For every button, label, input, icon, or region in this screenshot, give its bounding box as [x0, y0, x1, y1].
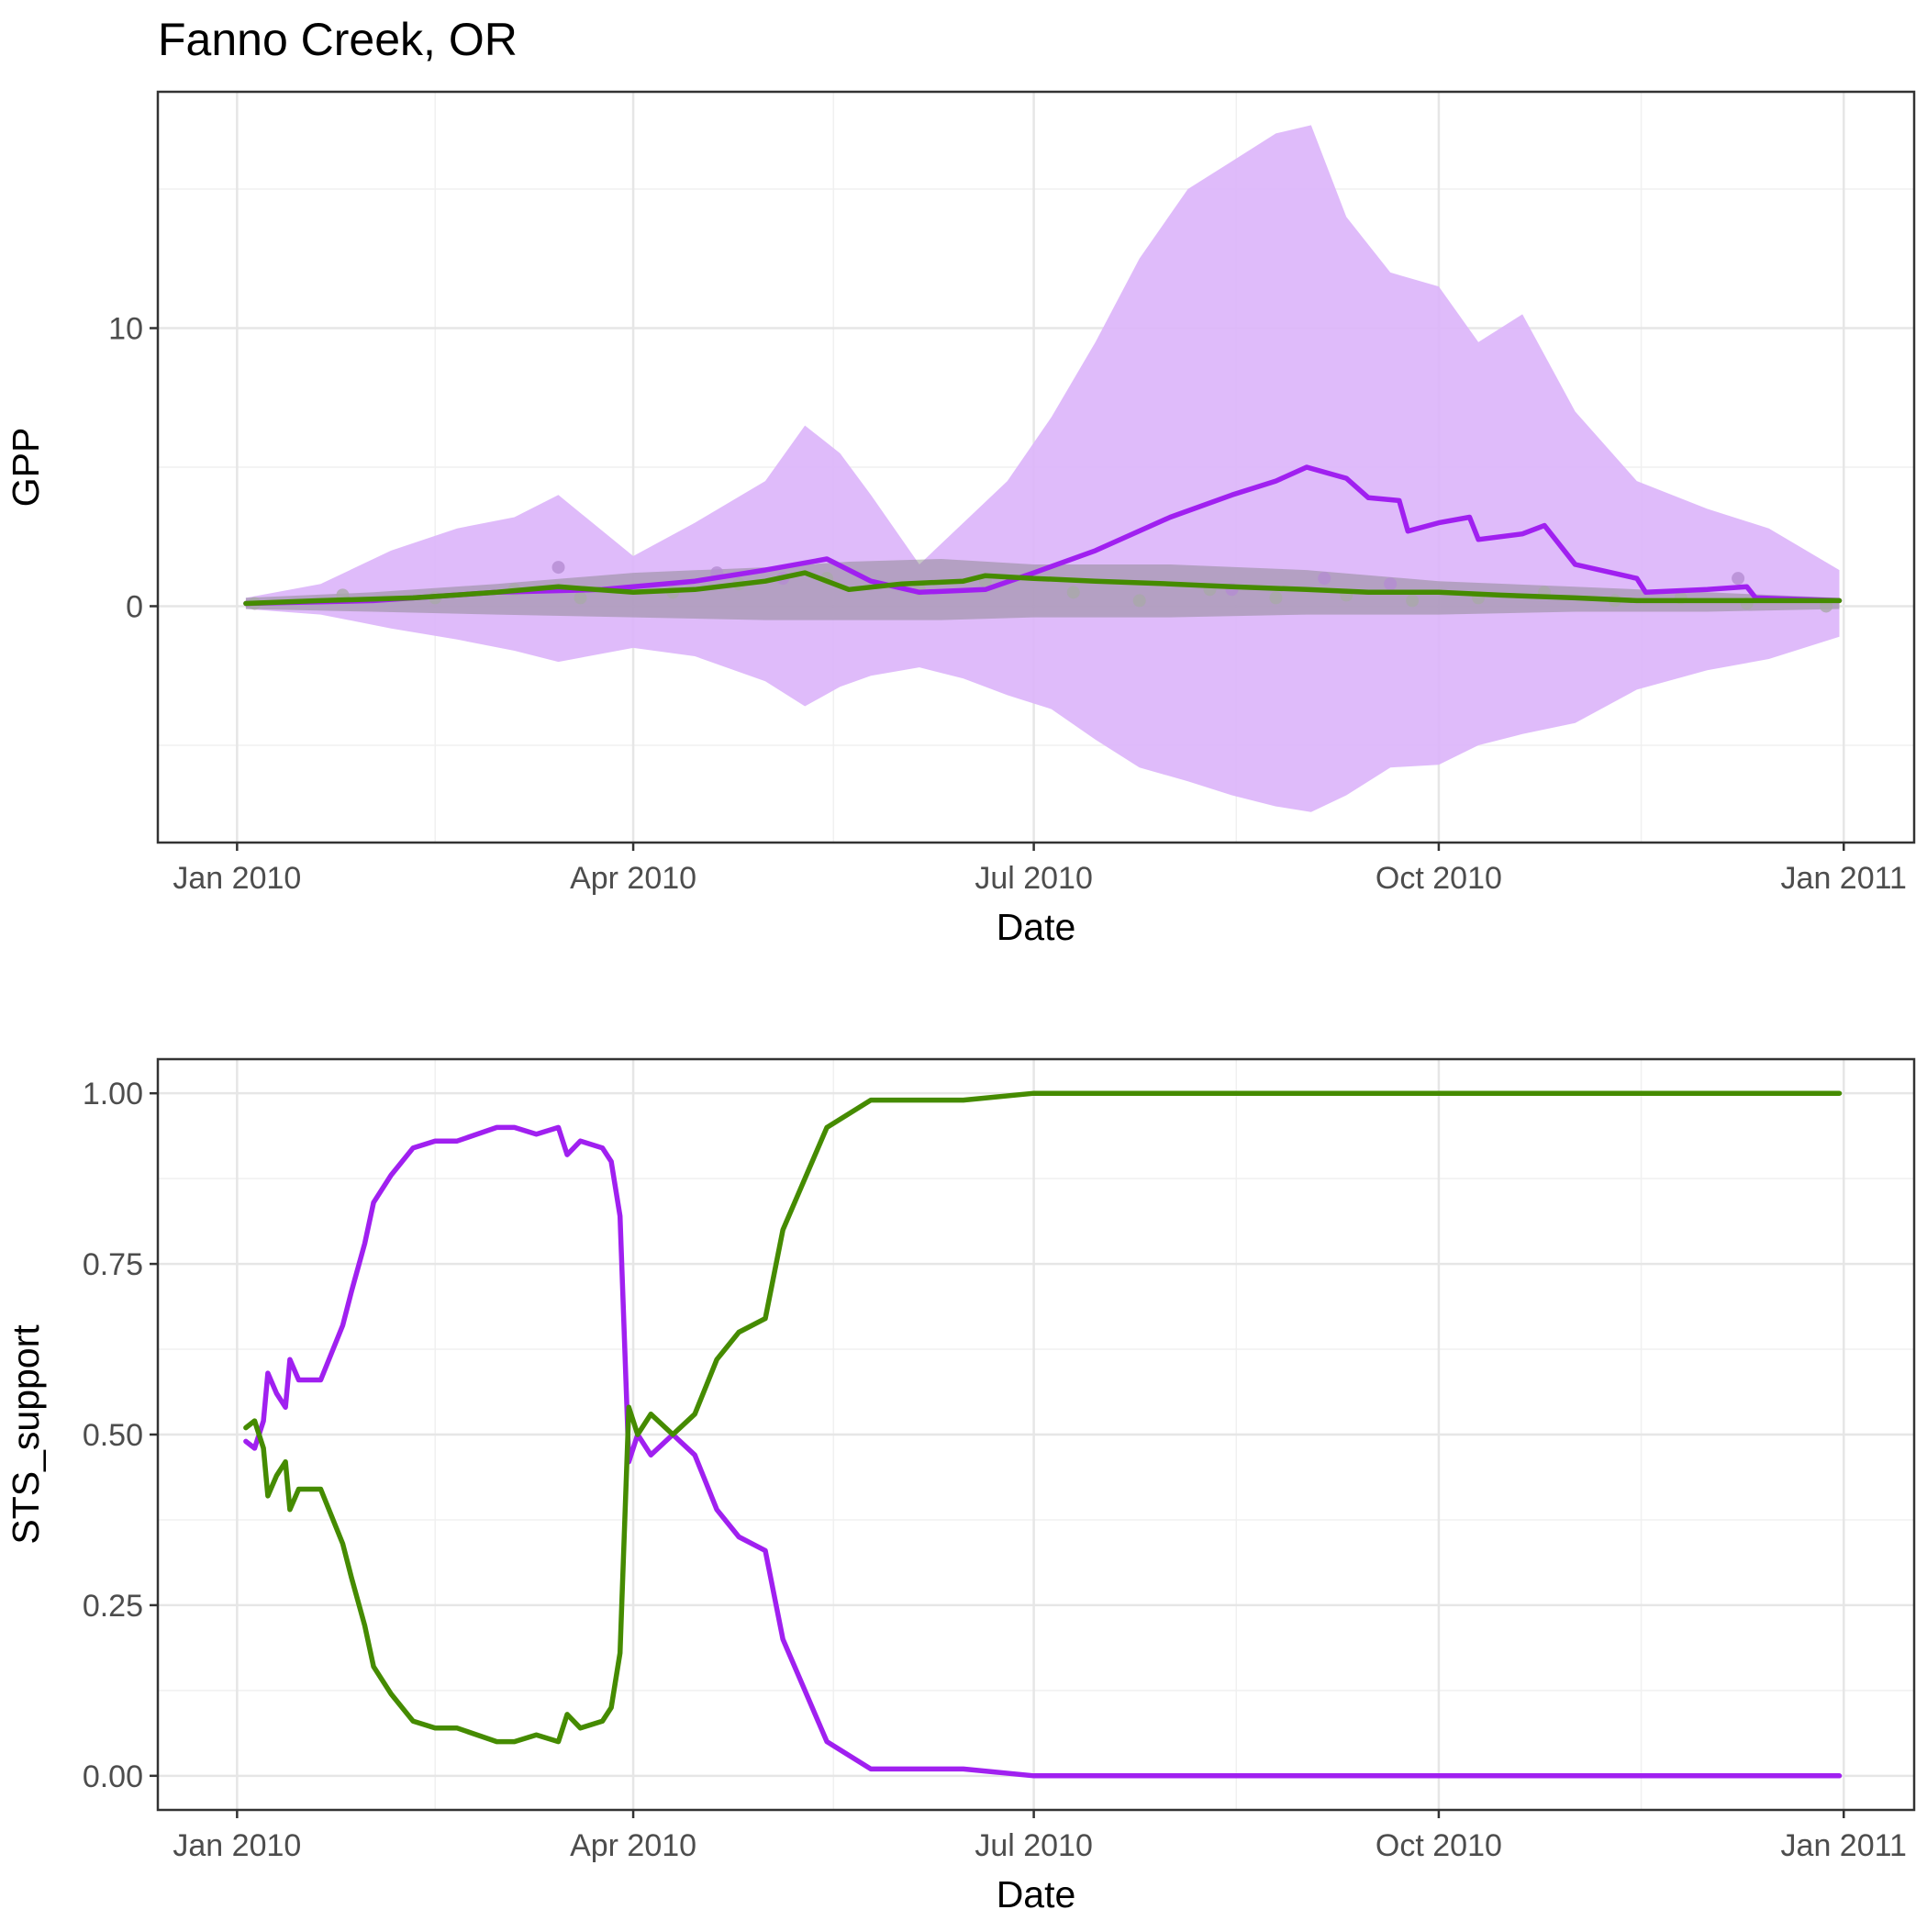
data-point	[1384, 577, 1398, 591]
chart-title: Fanno Creek, OR	[158, 14, 518, 65]
y-axis-title: GPP	[5, 428, 47, 508]
data-point	[551, 561, 565, 575]
x-tick-label: Jan 2011	[1781, 861, 1907, 896]
purple-series-line	[243, 464, 1843, 607]
y-tick-label: 0.00	[83, 1759, 143, 1794]
data-point	[1732, 572, 1745, 586]
x-tick-label: Oct 2010	[1376, 861, 1502, 896]
data-point	[1132, 594, 1146, 608]
purple-ribbon	[245, 125, 1840, 812]
y-tick-label: 1.00	[83, 1077, 143, 1111]
gpp-panel: Jan 2010 Apr 2010 Jul 2010 Oct 2010 Jan 2011…	[5, 90, 1916, 948]
y-tick-label: 0	[126, 589, 143, 624]
data-point	[1066, 586, 1080, 599]
x-tick-label: Apr 2010	[570, 861, 696, 896]
x-tick-label: Jan 2011	[1781, 1828, 1907, 1863]
green-series-line	[243, 570, 1843, 607]
data-point	[1269, 591, 1283, 605]
x-tick-label: Oct 2010	[1376, 1828, 1502, 1863]
x-tick-label: Jan 2010	[173, 861, 301, 896]
x-tick-label: Jul 2010	[975, 861, 1093, 896]
x-axis-title: Date	[997, 906, 1076, 948]
x-tick-label: Jan 2010	[173, 1828, 301, 1863]
data-point	[1406, 594, 1420, 608]
grey-ribbon	[245, 559, 1840, 620]
y-axis-title: STS_support	[5, 1324, 47, 1545]
y-tick-label: 0.75	[83, 1247, 143, 1282]
panel-border	[156, 90, 1916, 844]
x-axis-title: Date	[997, 1873, 1076, 1915]
data-point	[574, 591, 587, 605]
data-point	[1318, 572, 1331, 586]
y-tick-label: 0.25	[83, 1589, 143, 1624]
x-tick-label: Jul 2010	[975, 1828, 1093, 1863]
y-tick-label: 0.50	[83, 1418, 143, 1453]
sts-support-panel: Jan 2010 Apr 2010 Jul 2010 Oct 2010 Jan 2011…	[5, 1057, 1916, 1915]
y-tick-label: 10	[108, 312, 143, 347]
green-series-line	[243, 1090, 1843, 1745]
x-tick-label: Apr 2010	[570, 1828, 696, 1863]
purple-series-line	[243, 1124, 1843, 1779]
